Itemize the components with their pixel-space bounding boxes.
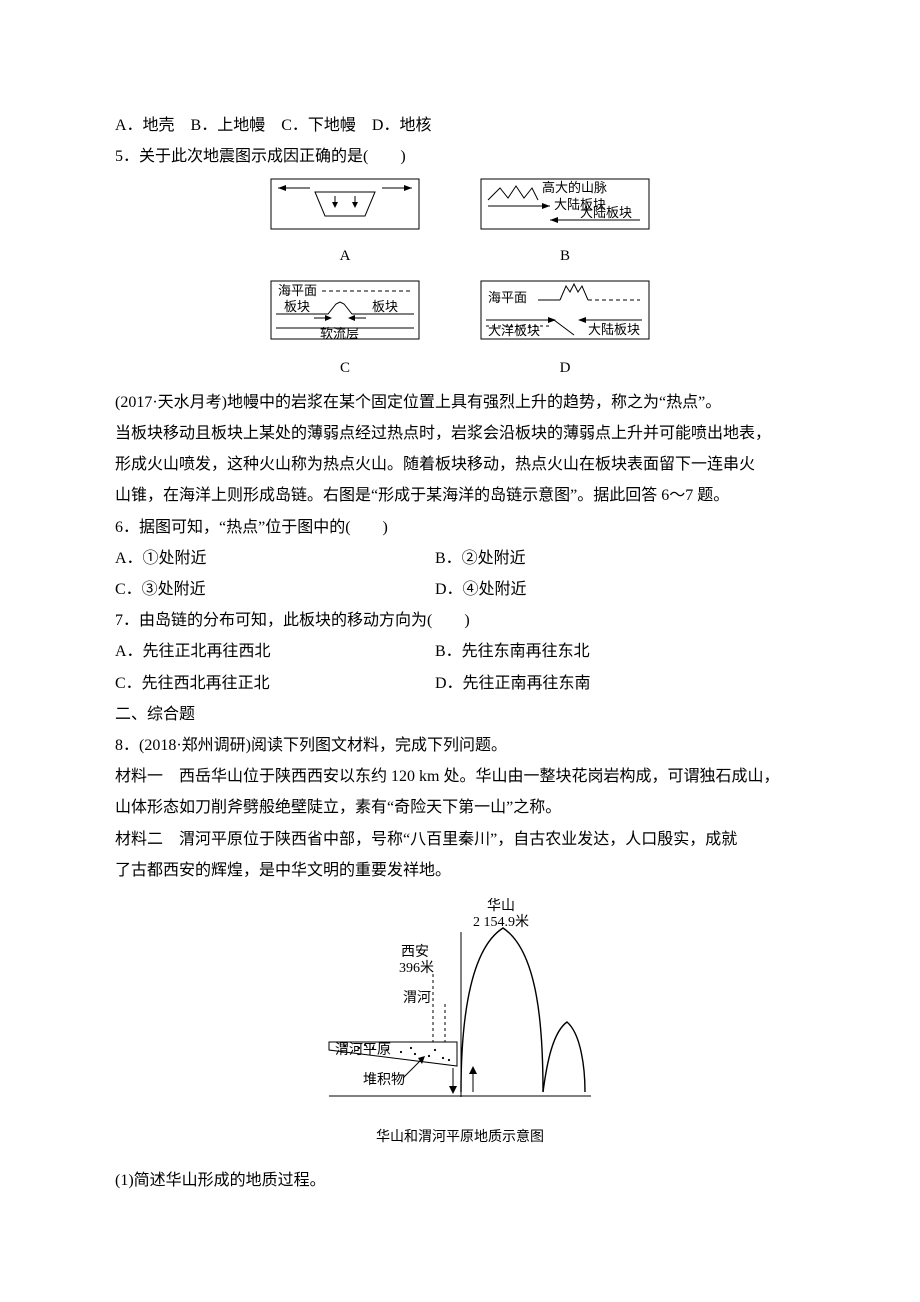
passage2-line4: 山锥，在海洋上则形成岛链。右图是“形成于某海洋的岛链示意图”。据此回答 6～7 … (115, 480, 805, 511)
q5-label-d: D (560, 354, 571, 383)
q8-stem: 8．(2018·郑州调研)阅读下列图文材料，完成下列问题。 (115, 730, 805, 761)
q7-option-a[interactable]: A．先往正北再往西北 (115, 636, 435, 667)
q7-option-b[interactable]: B．先往东南再往东北 (435, 636, 805, 667)
q5-b-label1: 高大的山脉 (542, 180, 607, 195)
q8-deposit-label: 堆积物 (363, 1072, 405, 1088)
section2-heading: 二、综合题 (115, 699, 805, 730)
q8-m2a: 材料二 渭河平原位于陕西省中部，号称“八百里秦川”，自古农业发达，人口殷实，成就 (115, 824, 805, 855)
q5-panel-d: 海平面 大洋板块 大陆板块 (480, 280, 650, 352)
q5-c-sea: 海平面 (278, 283, 317, 298)
q5-b-label3: 大陆板块 (580, 205, 632, 220)
q8-sub1: (1)简述华山形成的地质过程。 (115, 1165, 805, 1196)
q5-d-cont: 大陆板块 (588, 322, 640, 337)
q6-option-c[interactable]: C．③处附近 (115, 574, 435, 605)
q5-label-b: B (560, 242, 570, 271)
q8-xian-label: 西安 (401, 944, 429, 960)
q7-option-d[interactable]: D．先往正南再往东南 (435, 668, 805, 699)
q7-stem: 7．由岛链的分布可知，此板块的移动方向为( ) (115, 605, 805, 636)
q8-weihe-label: 渭河 (403, 990, 431, 1006)
q5-panel-a (270, 178, 420, 240)
q5-label-c: C (340, 354, 350, 383)
q8-m1b: 山体形态如刀削斧劈般绝壁陡立，素有“奇险天下第一山”之称。 (115, 792, 805, 823)
q5-c-layer: 软流层 (320, 326, 359, 341)
q8-huashan-h: 2 154.9米 (473, 914, 529, 930)
q5-stem: 5．关于此次地震图示成因正确的是( ) (115, 141, 805, 172)
q7-option-c[interactable]: C．先往西北再往正北 (115, 668, 435, 699)
q4-options: A．地壳 B．上地幔 C．下地幔 D．地核 (115, 110, 805, 141)
q6-stem: 6．据图可知，“热点”位于图中的( ) (115, 512, 805, 543)
q5-d-sea: 海平面 (488, 290, 527, 305)
q5-c-plateR: 板块 (372, 299, 398, 314)
q5-panel-c: 海平面 板块 板块 软流层 (270, 280, 420, 352)
q8-xian-h: 396米 (399, 960, 434, 976)
q8-figure-caption: 华山和渭河平原地质示意图 (115, 1124, 805, 1151)
q5-d-ocean: 大洋板块 (488, 323, 540, 338)
q5-c-plateL: 板块 (284, 299, 310, 314)
q8-m1a: 材料一 西岳华山位于陕西西安以东约 120 km 处。华山由一整块花岗岩构成，可… (115, 761, 805, 792)
q6-option-a[interactable]: A．①处附近 (115, 543, 435, 574)
q8-plain-label: 渭河平原 (335, 1042, 391, 1058)
q5-label-a: A (340, 242, 351, 271)
q6-option-b[interactable]: B．②处附近 (435, 543, 805, 574)
q8-m2b: 了古都西安的辉煌，是中华文明的重要发祥地。 (115, 855, 805, 886)
passage2-line2: 当板块移动且板块上某处的薄弱点经过热点时，岩浆会沿板块的薄弱点上升并可能喷出地表… (115, 418, 805, 449)
q4-option-a[interactable]: A．地壳 B．上地幔 C．下地幔 D．地核 (115, 117, 431, 134)
q6-option-d[interactable]: D．④处附近 (435, 574, 805, 605)
q5-panel-b: 高大的山脉 大陆板块 大陆板块 (480, 178, 650, 240)
passage2-line1: (2017·天水月考)地幔中的岩浆在某个固定位置上具有强烈上升的趋势，称之为“热… (115, 387, 805, 418)
q8-figure: 华山 2 154.9米 西安 396米 渭河 渭河平原 堆积物 (315, 892, 605, 1122)
q5-figure: A 高大的山脉 大陆板块 大陆板块 B (115, 178, 805, 383)
q8-huashan-label: 华山 (487, 898, 515, 914)
passage2-line3: 形成火山喷发，这种火山称为热点火山。随着板块移动，热点火山在板块表面留下一连串火 (115, 449, 805, 480)
